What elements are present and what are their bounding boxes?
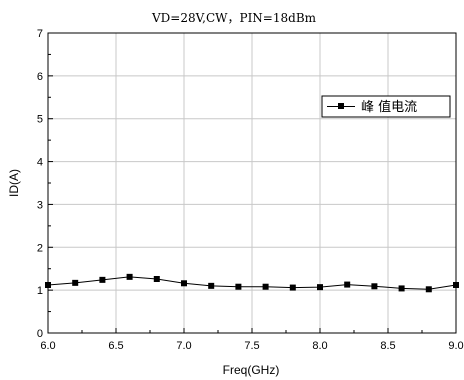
data-point-marker bbox=[262, 283, 269, 290]
legend-marker-square bbox=[338, 103, 344, 109]
grid bbox=[48, 33, 456, 333]
series-line-peak-current bbox=[47, 276, 457, 290]
chart-title: VD=28V,CW，PIN=18dBm bbox=[151, 11, 317, 25]
x-axis-label: Freq(GHz) bbox=[223, 363, 280, 377]
data-point-marker bbox=[453, 282, 459, 288]
y-axis-label: ID(A) bbox=[7, 169, 21, 197]
data-point-marker bbox=[181, 280, 187, 287]
axis-ticks bbox=[47, 32, 457, 334]
y-tick-label: 3 bbox=[37, 199, 43, 211]
x-axis-tick-labels: 6.0 6.5 7.0 7.5 8.0 8.5 9.0 bbox=[40, 340, 463, 352]
data-point-marker bbox=[72, 279, 79, 286]
y-tick-label: 6 bbox=[37, 71, 43, 83]
y-tick-label: 7 bbox=[37, 28, 43, 40]
legend-label: 峰 值电流 bbox=[361, 99, 417, 115]
data-point-marker bbox=[153, 276, 160, 282]
legend-box bbox=[321, 95, 451, 118]
data-point-marker bbox=[344, 281, 351, 288]
x-tick-label: 9.0 bbox=[448, 340, 463, 352]
y-tick-label: 2 bbox=[37, 242, 43, 254]
series-markers bbox=[45, 273, 459, 293]
x-tick-label: 8.0 bbox=[312, 340, 327, 352]
data-point-marker bbox=[208, 282, 215, 289]
y-axis-tick-labels: 0 1 2 3 4 5 6 7 bbox=[37, 28, 43, 340]
data-point-marker bbox=[317, 284, 323, 291]
y-tick-label: 0 bbox=[37, 328, 43, 340]
data-point-marker bbox=[99, 276, 106, 283]
data-point-marker bbox=[45, 282, 51, 288]
y-tick-label: 1 bbox=[37, 285, 43, 297]
x-tick-label: 6.5 bbox=[108, 340, 123, 352]
x-tick-label: 7.5 bbox=[244, 340, 259, 352]
x-tick-label: 7.0 bbox=[176, 340, 191, 352]
data-point-marker bbox=[425, 286, 432, 293]
y-tick-label: 5 bbox=[37, 114, 43, 126]
x-tick-label: 6.0 bbox=[40, 340, 55, 352]
x-tick-label: 8.5 bbox=[380, 340, 395, 352]
data-point-marker bbox=[398, 285, 405, 292]
data-point-marker bbox=[371, 283, 378, 290]
data-point-marker bbox=[289, 284, 296, 291]
data-point-marker bbox=[126, 273, 133, 280]
y-tick-label: 4 bbox=[37, 157, 43, 169]
legend: 峰 值电流 bbox=[321, 95, 451, 118]
data-point-marker bbox=[235, 283, 242, 290]
